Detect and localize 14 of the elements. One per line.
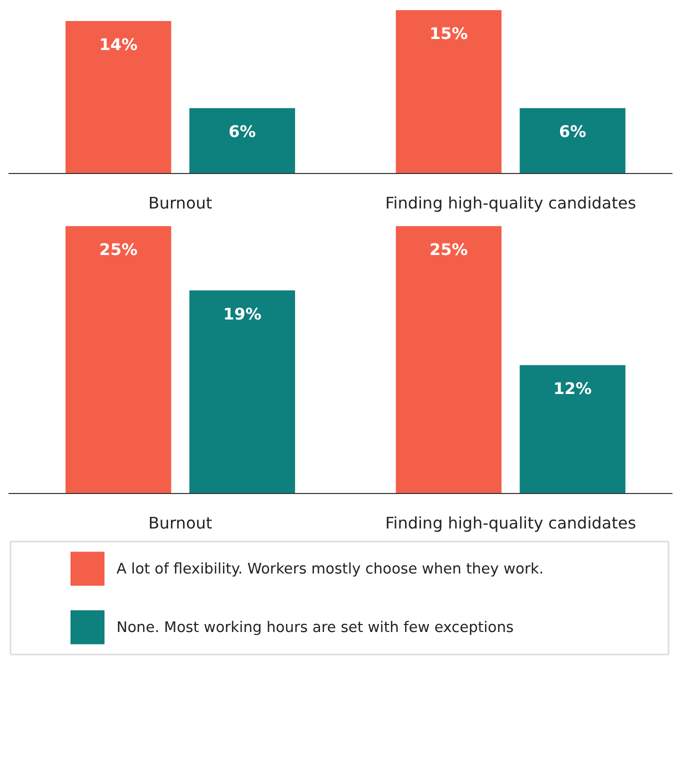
legend-label: None. Most working hours are set with few exceptions xyxy=(116,618,514,636)
data-label: 14% xyxy=(99,35,138,54)
data-label: 12% xyxy=(553,379,592,398)
data-label: 6% xyxy=(228,122,256,142)
x-tick-label: Finding high-quality candidates xyxy=(385,194,636,212)
legend-label: A lot of flexibility. Workers mostly choose when they work. xyxy=(116,560,544,578)
x-tick-label: Finding high-quality candidates xyxy=(385,514,636,532)
data-label: 25% xyxy=(430,240,468,260)
x-tick-label: Burnout xyxy=(148,514,212,532)
data-label: 6% xyxy=(558,122,586,142)
data-label: 15% xyxy=(430,24,468,44)
x-tick-label: Burnout xyxy=(148,194,212,212)
data-label: 19% xyxy=(223,304,262,324)
data-label: 25% xyxy=(99,240,138,260)
